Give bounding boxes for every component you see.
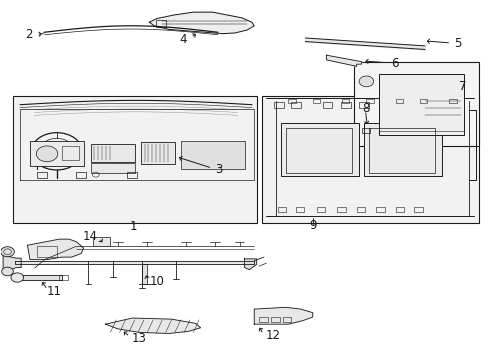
Text: 13: 13 <box>131 332 146 345</box>
Polygon shape <box>142 264 147 284</box>
Bar <box>413 207 422 212</box>
Text: 11: 11 <box>47 285 61 298</box>
Bar <box>61 146 79 160</box>
Bar <box>181 140 244 169</box>
Polygon shape <box>149 12 254 34</box>
Polygon shape <box>105 318 200 333</box>
Polygon shape <box>254 307 312 324</box>
Bar <box>366 99 373 103</box>
Bar <box>341 99 348 103</box>
Polygon shape <box>20 275 61 280</box>
Polygon shape <box>244 259 256 270</box>
Bar <box>295 207 304 212</box>
Bar <box>363 123 441 176</box>
Bar <box>93 237 110 246</box>
Polygon shape <box>3 255 21 270</box>
Bar <box>368 128 434 173</box>
Bar <box>375 207 384 212</box>
Bar <box>259 317 267 322</box>
Circle shape <box>1 267 13 276</box>
Bar <box>358 102 368 108</box>
Bar <box>419 99 427 103</box>
Bar <box>281 123 358 176</box>
Text: 7: 7 <box>458 80 466 93</box>
Bar <box>285 128 351 173</box>
Text: 3: 3 <box>215 163 222 176</box>
Circle shape <box>358 76 373 87</box>
Bar <box>273 102 283 108</box>
Text: 12: 12 <box>265 329 280 342</box>
Bar <box>290 102 300 108</box>
Bar <box>340 102 350 108</box>
Text: 1: 1 <box>129 220 137 233</box>
Polygon shape <box>326 55 361 66</box>
Circle shape <box>11 273 23 282</box>
Text: 8: 8 <box>362 102 369 115</box>
Bar <box>91 163 135 173</box>
Circle shape <box>0 247 14 257</box>
Bar <box>59 275 68 280</box>
Bar <box>156 20 166 27</box>
Bar <box>316 207 325 212</box>
Bar <box>37 246 57 257</box>
Bar <box>261 96 478 223</box>
Bar <box>312 99 320 103</box>
Polygon shape <box>15 261 254 264</box>
Bar <box>282 317 291 322</box>
Bar <box>271 317 280 322</box>
Text: 14: 14 <box>82 230 97 243</box>
Bar <box>76 172 86 178</box>
Bar <box>395 207 404 212</box>
Bar <box>356 207 365 212</box>
Bar <box>13 96 256 223</box>
Bar <box>30 141 83 166</box>
Bar <box>322 102 331 108</box>
Bar <box>336 207 345 212</box>
Bar <box>37 172 47 178</box>
Text: 6: 6 <box>390 57 397 70</box>
Bar <box>91 144 135 162</box>
Bar <box>395 99 402 103</box>
Text: 10: 10 <box>150 275 164 288</box>
Circle shape <box>36 146 58 162</box>
Bar <box>127 172 137 178</box>
Bar <box>361 128 369 133</box>
Text: 4: 4 <box>179 32 186 46</box>
Bar <box>277 207 286 212</box>
Text: 5: 5 <box>453 36 461 50</box>
Text: 9: 9 <box>308 219 316 233</box>
Bar <box>378 74 463 135</box>
Bar <box>288 99 295 103</box>
Text: 2: 2 <box>25 28 32 41</box>
Polygon shape <box>27 239 83 260</box>
Bar <box>353 62 478 146</box>
Bar <box>141 142 175 164</box>
Bar <box>448 99 456 103</box>
